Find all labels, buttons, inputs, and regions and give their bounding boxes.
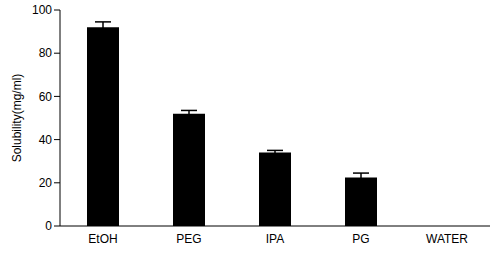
svg-text:PEG: PEG <box>176 232 201 246</box>
svg-text:80: 80 <box>39 46 53 60</box>
svg-text:IPA: IPA <box>266 232 284 246</box>
svg-text:PG: PG <box>352 232 369 246</box>
svg-text:20: 20 <box>39 176 53 190</box>
svg-text:EtOH: EtOH <box>88 232 117 246</box>
svg-text:Solubility(mg/ml): Solubility(mg/ml) <box>10 74 24 163</box>
svg-text:40: 40 <box>39 133 53 147</box>
svg-text:60: 60 <box>39 90 53 104</box>
svg-text:100: 100 <box>32 3 52 17</box>
svg-text:WATER: WATER <box>426 232 468 246</box>
svg-text:0: 0 <box>45 219 52 233</box>
